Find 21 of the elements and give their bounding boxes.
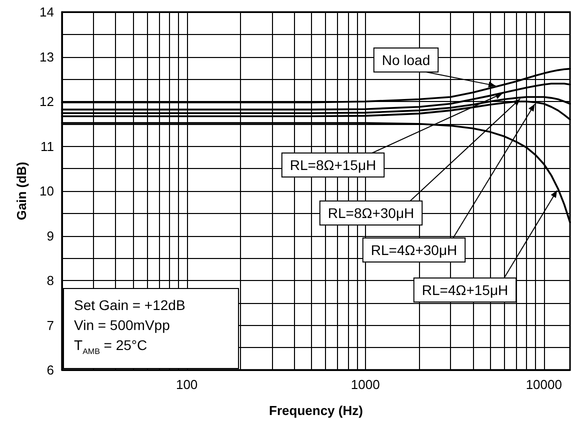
text: RL=4Ω+15μH [422,282,508,298]
text: RL=8Ω+30μH [328,205,414,221]
y-tick-label: 7 [46,318,54,333]
y-tick-label: 12 [40,94,54,109]
y-tick-label: 6 [46,362,54,378]
y-axis-title: Gain (dB) [14,162,29,220]
x-tick-label: 100 [176,377,198,392]
x-axis-title: Frequency (Hz) [269,403,363,418]
y-tick-label: 10 [40,184,54,198]
y-tick-label: 14 [40,4,54,20]
text-box: Set Gain = +12dB Vin = 500mVpp T$_{AMB}$ = 25°C [63,288,239,369]
y-tick-label: 9 [46,228,54,244]
text: RL=4Ω+30μH [370,242,458,258]
y-tick-label: 13 [40,49,54,64]
x-tick-label: 1000 [350,377,380,392]
annotation: Set Gain = +12dB Vin = 500mVpp T$_{AMB}$ = 25°C [74,296,186,358]
y-tick-label: 8 [46,273,54,288]
y-tick-label: 11 [40,138,54,154]
text: RL=8Ω+15μH [290,157,376,173]
x-tick-label: 10000 [526,377,562,392]
text: No load [382,52,430,68]
